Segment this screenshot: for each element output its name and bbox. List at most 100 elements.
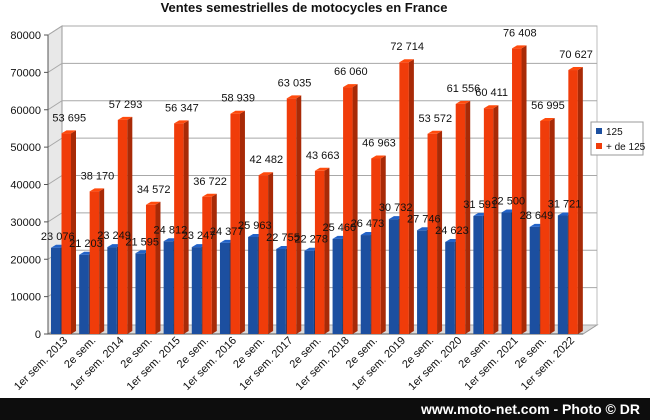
bar-over-125	[286, 98, 297, 335]
bar-125	[304, 250, 314, 334]
bar-over-125	[230, 113, 240, 334]
data-label-over-125: 63 035	[278, 77, 312, 89]
bar-over-125-top	[540, 117, 555, 121]
data-label-125: 25 963	[238, 220, 272, 232]
data-label-125: 24 623	[435, 225, 469, 237]
bar-over-125-top	[455, 100, 471, 104]
data-label-over-125: 76 408	[503, 27, 537, 39]
data-label-over-125: 38 170	[81, 170, 115, 182]
bar-over-125-top	[483, 105, 499, 109]
data-label-125: 23 076	[41, 231, 75, 243]
bar-over-125-top	[230, 110, 245, 114]
bar-over-125-top	[174, 120, 189, 124]
data-label-over-125: 53 695	[52, 112, 86, 124]
bar-125	[248, 236, 258, 334]
y-tick-label: 20000	[10, 254, 41, 266]
data-label-125: 24 377	[210, 226, 244, 238]
bar-125	[388, 219, 399, 334]
y-gridline	[47, 100, 597, 111]
bar-125	[51, 247, 61, 334]
bar-over-125	[145, 204, 156, 334]
bar-over-125-top	[399, 59, 414, 63]
bar-over-125	[399, 62, 409, 335]
y-tick-label: 10000	[10, 292, 41, 304]
bar-chart: 0 10000 20000 30000 40000 50000 60000 70000 8000…	[10, 25, 646, 393]
bar-over-125	[483, 108, 494, 334]
data-label-125: 21 203	[69, 238, 103, 250]
data-label-over-125: 61 556	[447, 83, 481, 95]
bar-over-125	[314, 170, 325, 334]
bar-over-125-side	[465, 100, 471, 334]
data-label-125: 31 721	[548, 198, 582, 210]
bar-125	[332, 238, 343, 334]
x-tick-label: 1er sem. 2013	[12, 335, 70, 393]
bar-over-125-side	[99, 188, 105, 334]
bar-125	[557, 215, 568, 334]
bar-over-125	[427, 133, 438, 334]
bar-over-125-top	[286, 95, 302, 99]
bar-125	[360, 235, 371, 334]
bar-125	[501, 212, 512, 334]
y-tick-label: 80000	[10, 30, 41, 42]
bar-over-125-top	[145, 201, 161, 205]
data-label-125: 31 591	[463, 199, 497, 211]
bar-over-125-side	[352, 84, 358, 334]
bar-over-125-top	[117, 116, 133, 120]
data-label-over-125: 56 995	[531, 100, 565, 112]
bar-over-125-top	[314, 167, 330, 171]
y-tick-label: 60000	[10, 105, 41, 117]
bar-over-125-side	[521, 45, 527, 334]
bar-over-125-side	[211, 193, 217, 334]
data-label-over-125: 46 963	[362, 137, 396, 149]
y-tick-label: 70000	[10, 67, 41, 79]
bar-over-125	[117, 119, 128, 335]
bar-125	[445, 241, 455, 334]
bar-over-125-side	[71, 130, 76, 334]
bar-over-125	[540, 120, 550, 334]
bar-over-125-top	[258, 172, 274, 176]
bar-125	[529, 226, 540, 334]
bar-over-125	[202, 196, 212, 334]
data-label-125: 25 460	[323, 222, 357, 234]
bar-125	[163, 241, 174, 334]
data-label-over-125: 58 939	[221, 93, 255, 105]
y-tick-label: 0	[35, 329, 41, 341]
y-gridline	[47, 62, 597, 73]
data-label-125: 27 746	[407, 213, 441, 225]
chart-title: Ventes semestrielles de motocycles en Fr…	[160, 0, 448, 15]
data-label-over-125: 43 663	[306, 150, 340, 162]
data-label-over-125: 42 482	[250, 154, 284, 166]
bar-over-125	[512, 48, 522, 334]
data-label-over-125: 34 572	[137, 184, 171, 196]
legend-label: 125	[606, 127, 623, 138]
bar-125	[191, 247, 202, 334]
bar-125	[473, 215, 483, 334]
data-label-over-125: 56 347	[165, 102, 199, 114]
bar-125	[276, 248, 286, 334]
y-tick-label: 40000	[10, 180, 41, 192]
bar-over-125-top	[89, 188, 105, 192]
bar-over-125-side	[577, 67, 583, 334]
data-label-125: 32 500	[491, 196, 525, 208]
bar-over-125	[568, 70, 578, 334]
data-label-over-125: 60 411	[475, 87, 508, 99]
bar-over-125-side	[183, 120, 189, 335]
bar-over-125-top	[568, 67, 583, 71]
bar-125	[417, 230, 427, 334]
bar-over-125-side	[493, 105, 499, 334]
bar-over-125	[258, 175, 269, 334]
data-label-125: 30 732	[379, 202, 413, 214]
data-label-over-125: 53 572	[418, 113, 452, 125]
bar-over-125-side	[268, 172, 274, 334]
footer-bar: www.moto-net.com - Photo © DR	[0, 398, 650, 420]
legend-label: + de 125	[606, 142, 646, 153]
bar-over-125-top	[427, 130, 443, 134]
bar-over-125	[343, 87, 353, 334]
legend-box	[590, 121, 644, 156]
bar-over-125-side	[127, 116, 133, 334]
bar-125	[219, 242, 230, 334]
data-label-over-125: 66 060	[334, 66, 368, 78]
bar-125	[107, 247, 117, 334]
data-label-125: 22 278	[294, 234, 328, 246]
bar-over-125-side	[437, 130, 443, 334]
